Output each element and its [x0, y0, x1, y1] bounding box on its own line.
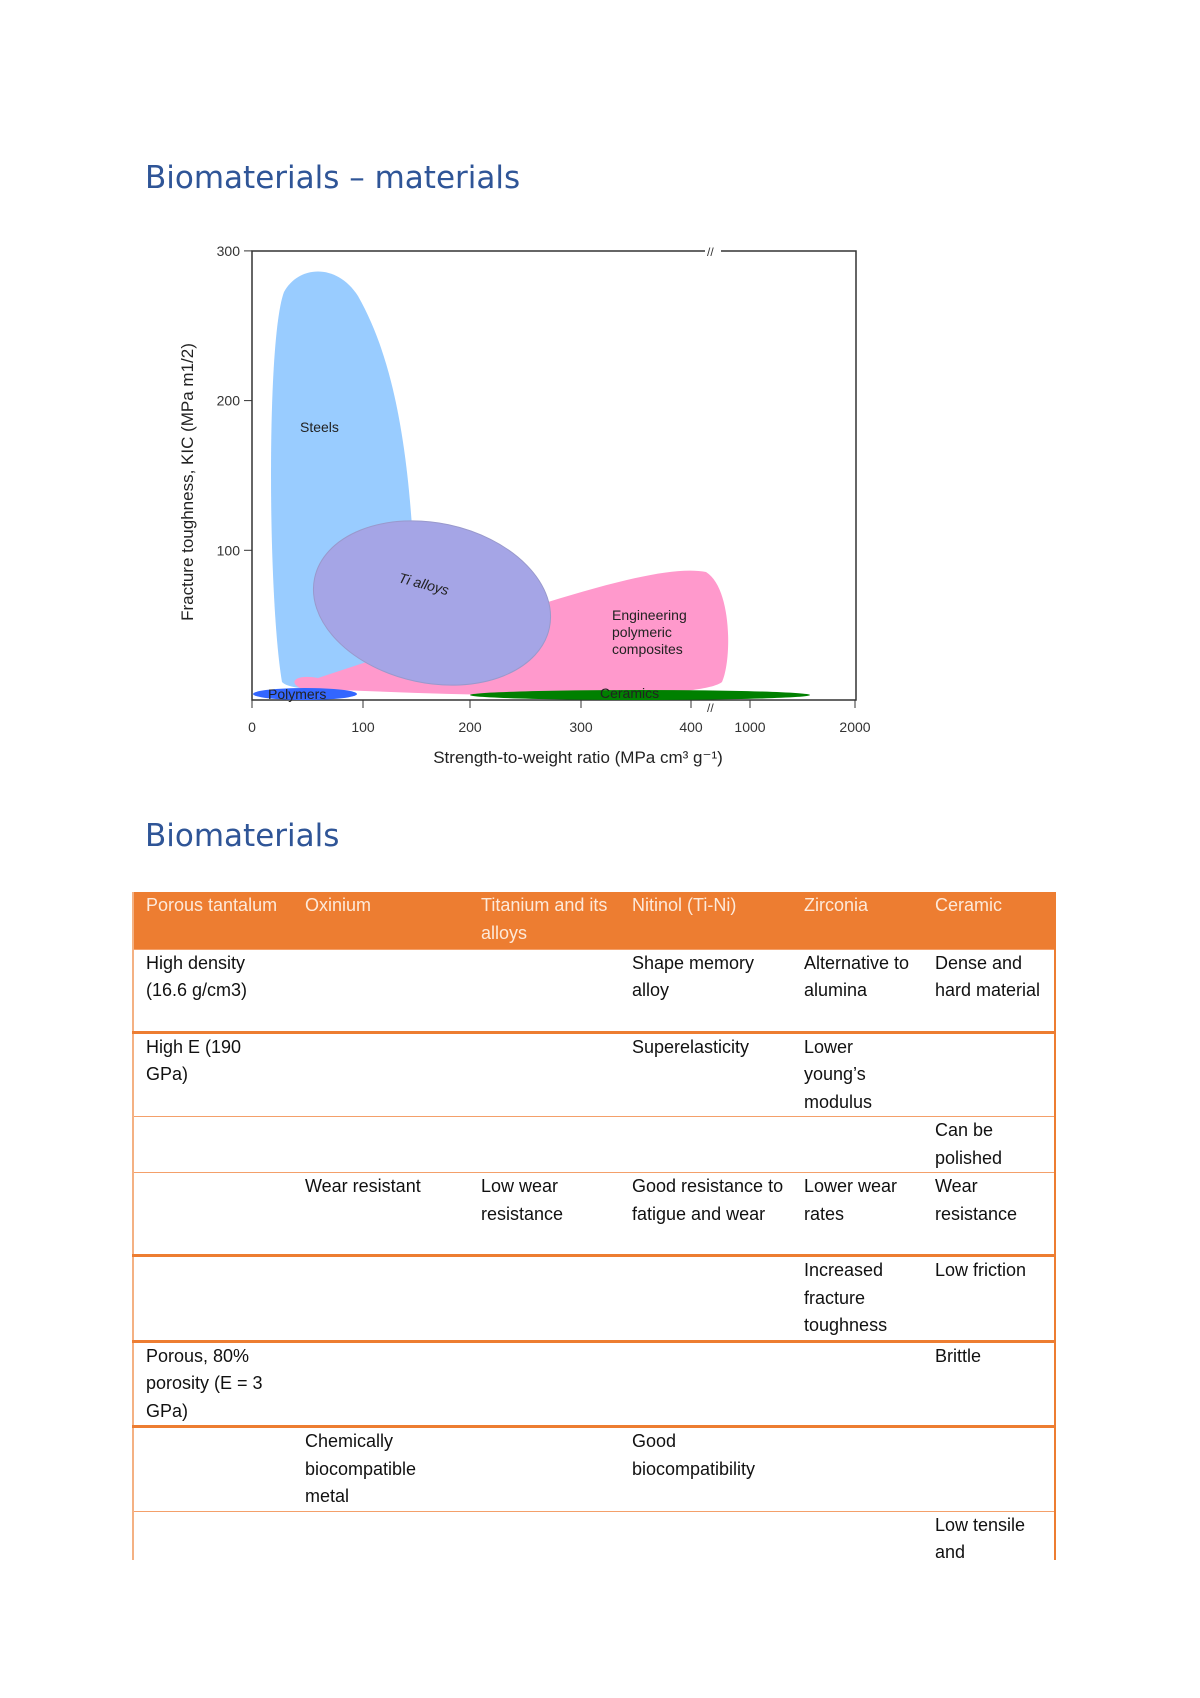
x-tick-label: 100	[351, 719, 375, 735]
table-cell	[620, 1256, 792, 1342]
table-cell	[792, 1511, 923, 1560]
table-cell: Can be polished	[935, 1120, 1003, 1168]
table-cell	[792, 1341, 923, 1427]
column-header: Nitinol (Ti-Ni)	[620, 892, 792, 949]
label-ceramics: Ceramics	[600, 685, 659, 701]
table-cell: Low tensile and	[935, 1514, 1026, 1561]
table-cell	[469, 949, 620, 1032]
column-header: Zirconia	[792, 892, 923, 949]
table-cell	[792, 1427, 923, 1512]
region-ti-alloys	[312, 520, 552, 686]
table-cell	[923, 1427, 1055, 1512]
table-cell	[923, 1032, 1055, 1117]
column-header: Titanium and its alloys	[469, 892, 620, 949]
table-cell: Good resistance to fatigue and wear	[632, 1176, 784, 1224]
biomaterials-table: Porous tantalum Oxinium Titanium and its a…	[132, 892, 1056, 1560]
table-cell: Low wear resistance	[481, 1176, 564, 1224]
table-row: Low tensile and	[133, 1511, 1055, 1560]
table-row: High density (16.6 g/cm3) Shape memory al…	[133, 949, 1055, 1032]
region-ceramics	[470, 690, 810, 700]
table-cell: Lower wear rates	[804, 1176, 898, 1224]
axis-break-top: //	[707, 245, 714, 259]
table-cell: High E (190 GPa)	[146, 1036, 242, 1085]
table-cell	[620, 1341, 792, 1427]
table-cell	[133, 1511, 293, 1560]
x-tick-label: 200	[458, 719, 482, 735]
table-cell: Porous, 80% porosity (E = 3 GPa)	[146, 1345, 263, 1421]
table-row: Porous, 80% porosity (E = 3 GPa) Brittle	[133, 1341, 1055, 1427]
table-cell: Brittle	[935, 1345, 982, 1366]
section-title-biomaterials: Biomaterials	[145, 818, 340, 854]
table-row: Can be polished	[133, 1116, 1055, 1173]
label-steels: Steels	[300, 419, 339, 435]
table-cell	[469, 1256, 620, 1342]
axis-break-bottom: //	[707, 701, 714, 715]
table-cell: Good biocompatibility	[632, 1431, 756, 1479]
column-header: Ceramic	[923, 892, 1055, 949]
x-tick-label: 300	[569, 719, 593, 735]
table-cell: Dense and hard material	[935, 952, 1041, 1001]
column-header: Oxinium	[293, 892, 469, 949]
x-axis-label: Strength-to-weight ratio (MPa cm³ g⁻¹)	[433, 748, 723, 767]
table-cell	[792, 1117, 923, 1173]
x-tick-label: 1000	[734, 719, 765, 735]
y-tick-label: 300	[217, 243, 241, 259]
table-cell	[469, 1341, 620, 1427]
table-cell	[293, 949, 469, 1032]
table-row: High E (190 GPa) Superelasticity Lower you…	[133, 1032, 1055, 1117]
section-title-materials: Biomaterials – materials	[145, 160, 521, 196]
table-cell	[133, 1117, 293, 1173]
table-cell: Chemically biocompatible metal	[305, 1431, 417, 1506]
table-cell: Shape memory alloy	[632, 952, 755, 1001]
table-row: Wear resistant Low wear resistance Good re…	[133, 1172, 1055, 1256]
table-cell: Low friction	[935, 1260, 1027, 1280]
table-cell	[133, 1173, 293, 1256]
table-cell	[469, 1511, 620, 1560]
y-tick-label: 200	[217, 393, 241, 409]
table-cell	[469, 1117, 620, 1173]
table-cell	[469, 1032, 620, 1117]
table-cell	[293, 1341, 469, 1427]
y-tick-label: 100	[217, 542, 241, 558]
table-cell	[293, 1511, 469, 1560]
table-cell: Lower young’s modulus	[804, 1036, 873, 1112]
table-cell: Wear resistant	[305, 1176, 421, 1196]
fracture-toughness-chart: Steels Ti alloys Engineering polymeric com…	[178, 243, 871, 767]
table-row: Chemically biocompatible metal Good bioco…	[133, 1426, 1055, 1512]
x-tick-label: 400	[679, 719, 703, 735]
y-axis-label: Fracture toughness, KIC (MPa m1/2)	[178, 343, 197, 621]
region-polymers	[253, 688, 357, 700]
table-cell	[133, 1256, 293, 1342]
table-cell	[620, 1511, 792, 1560]
table-cell	[620, 1117, 792, 1173]
table-cell: Alternative to alumina	[804, 952, 910, 1001]
table-cell: High density (16.6 g/cm3)	[146, 952, 248, 1001]
table-cell	[293, 1032, 469, 1117]
x-tick-label: 2000	[839, 719, 870, 735]
table-cell: Superelasticity	[632, 1036, 750, 1057]
label-polymers: Polymers	[268, 686, 326, 702]
table-cell: Wear resistance	[935, 1176, 1018, 1224]
x-tick-label: 0	[248, 719, 256, 735]
table-cell	[469, 1427, 620, 1512]
table-row: Increased fracture toughness Low friction	[133, 1255, 1055, 1342]
table-cell	[133, 1427, 293, 1512]
table-cell: Increased fracture toughness	[804, 1260, 888, 1335]
table-cell	[293, 1117, 469, 1173]
table-cell	[293, 1256, 469, 1342]
label-composites: Engineering polymeric composites	[612, 607, 687, 657]
column-header: Porous tantalum	[133, 892, 293, 949]
